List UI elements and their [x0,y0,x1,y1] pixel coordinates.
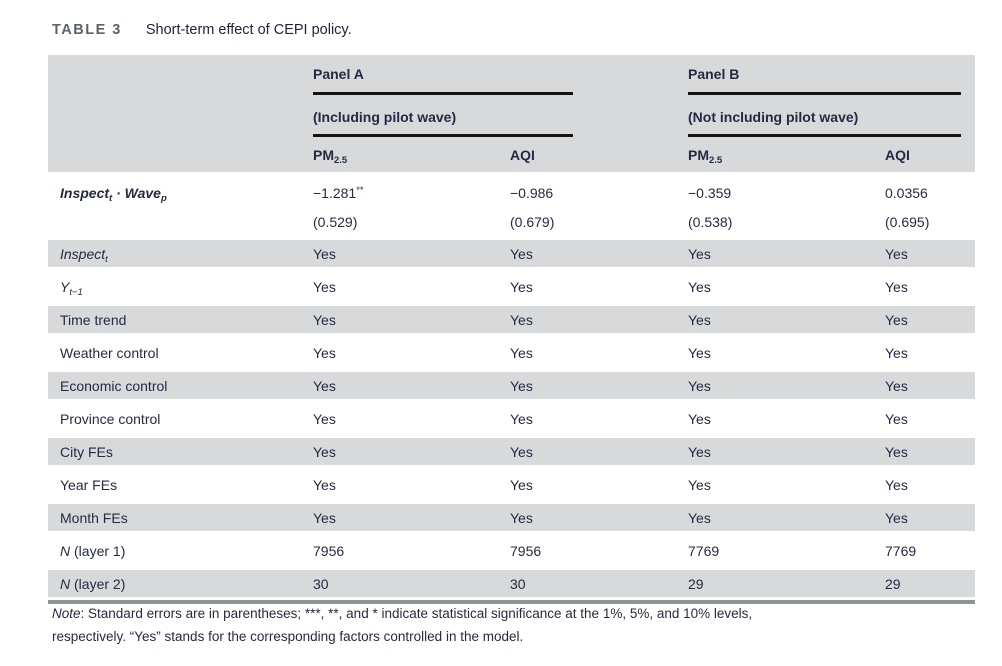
table-bottom-rule [48,600,975,604]
panel-a-header: Panel A (Including pilot wave) [313,55,573,137]
cell-estimate: −0.986 [510,184,554,201]
cell-value: Yes [885,245,908,262]
cell-value: Yes [885,311,908,328]
note-prefix: Note [52,606,81,621]
cell-value: Yes [688,443,711,460]
results-table: Panel A (Including pilot wave) Panel B (… [48,55,975,604]
cell-value: Yes [510,278,533,295]
cell-value: Yes [313,278,336,295]
column-header-aqi-a: AQI [510,146,535,163]
table-row-weather-control: Weather control Yes Yes Yes Yes [48,336,975,369]
panel-b-subtitle: (Not including pilot wave) [688,95,961,137]
column-header-pm25-b: PM2.5 [688,146,723,166]
table-caption: Short-term effect of CEPI policy. [145,22,352,38]
table-row-n-layer1: N (layer 1) 7956 7956 7769 7769 [48,534,975,567]
row-label: Weather control [60,344,159,361]
cell-value: Yes [510,377,533,394]
cell-value: Yes [885,278,908,295]
cell-value: 7956 [313,542,345,559]
table-number-label: TABLE 3 [52,22,122,38]
cell-value: Yes [885,476,908,493]
standard-error-row: (0.529) (0.679) (0.538) (0.695) [48,207,975,236]
table-row-lagged-y: Yt−1 Yes Yes Yes Yes [48,270,975,303]
row-label: Yt−1 [60,278,83,298]
cell-value: 30 [510,575,526,592]
cell-value: Yes [885,377,908,394]
cell-estimate: 0.0356 [885,184,928,201]
cell-value: Yes [688,476,711,493]
table-row-province-control: Province control Yes Yes Yes Yes [48,402,975,435]
cell-value: 29 [688,575,704,592]
table-row-time-trend: Time trend Yes Yes Yes Yes [48,303,975,336]
row-label: Time trend [60,311,127,328]
cell-value: 7769 [688,542,720,559]
cell-value: Yes [313,311,336,328]
cell-value: Yes [688,509,711,526]
cell-value: Yes [510,344,533,361]
panel-a-subtitle: (Including pilot wave) [313,95,573,137]
coefficient-row-label: Inspectt · Wavep [60,184,167,204]
table-title: TABLE 3 Short-term effect of CEPI policy. [52,22,352,38]
cell-value: Yes [688,278,711,295]
cell-value: Yes [885,410,908,427]
cell-value: Yes [510,311,533,328]
coefficient-row: Inspectt · Wavep −1.281** −0.986 −0.359 … [48,178,975,207]
row-label: Province control [60,410,161,427]
table-row-year-fes: Year FEs Yes Yes Yes Yes [48,468,975,501]
cell-value: Yes [313,509,336,526]
cell-value: Yes [688,311,711,328]
cell-estimate: −0.359 [688,184,732,201]
cell-value: Yes [313,245,336,262]
cell-value: Yes [510,509,533,526]
panel-a-name: Panel A [313,55,573,95]
cell-std-error: (0.529) [313,213,358,230]
table-note: Note: Standard errors are in parentheses… [52,606,753,644]
panel-b-header: Panel B (Not including pilot wave) [688,55,961,137]
cell-value: Yes [510,476,533,493]
significance-stars: ** [356,185,364,196]
row-label: N (layer 1) [60,542,126,559]
cell-value: Yes [510,443,533,460]
cell-value: Yes [688,377,711,394]
row-label: Inspectt [60,245,108,265]
table-row-economic-control: Economic control Yes Yes Yes Yes [48,369,975,402]
cell-std-error: (0.679) [510,213,555,230]
cell-value: Yes [313,344,336,361]
column-header-row: PM2.5 AQI PM2.5 AQI [48,137,975,172]
cell-value: Yes [885,509,908,526]
cell-value: Yes [510,410,533,427]
cell-value: 7956 [510,542,542,559]
cell-std-error: (0.538) [688,213,733,230]
cell-value: Yes [313,476,336,493]
panel-b-name: Panel B [688,55,961,95]
table-row-n-layer2: N (layer 2) 30 30 29 29 [48,567,975,600]
cell-value: 7769 [885,542,917,559]
cell-value: Yes [885,344,908,361]
cell-std-error: (0.695) [885,213,930,230]
cell-estimate: −1.281** [313,184,364,201]
cell-value: Yes [688,410,711,427]
table-row-month-fes: Month FEs Yes Yes Yes Yes [48,501,975,534]
cell-value: Yes [313,377,336,394]
cell-value: 29 [885,575,901,592]
column-header-pm25-a: PM2.5 [313,146,348,166]
cell-value: Yes [688,344,711,361]
row-label: N (layer 2) [60,575,126,592]
row-label: Year FEs [60,476,118,493]
coefficient-block: Inspectt · Wavep −1.281** −0.986 −0.359 … [48,172,975,237]
table-row-city-fes: City FEs Yes Yes Yes Yes [48,435,975,468]
cell-value: Yes [688,245,711,262]
row-label: Month FEs [60,509,128,526]
cell-value: Yes [313,410,336,427]
row-label: City FEs [60,443,113,460]
table-row-inspect: Inspectt Yes Yes Yes Yes [48,237,975,270]
cell-value: Yes [313,443,336,460]
column-header-aqi-b: AQI [885,146,910,163]
cell-value: 30 [313,575,329,592]
cell-value: Yes [885,443,908,460]
table-header: Panel A (Including pilot wave) Panel B (… [48,55,975,172]
row-label: Economic control [60,377,168,394]
cell-value: Yes [510,245,533,262]
